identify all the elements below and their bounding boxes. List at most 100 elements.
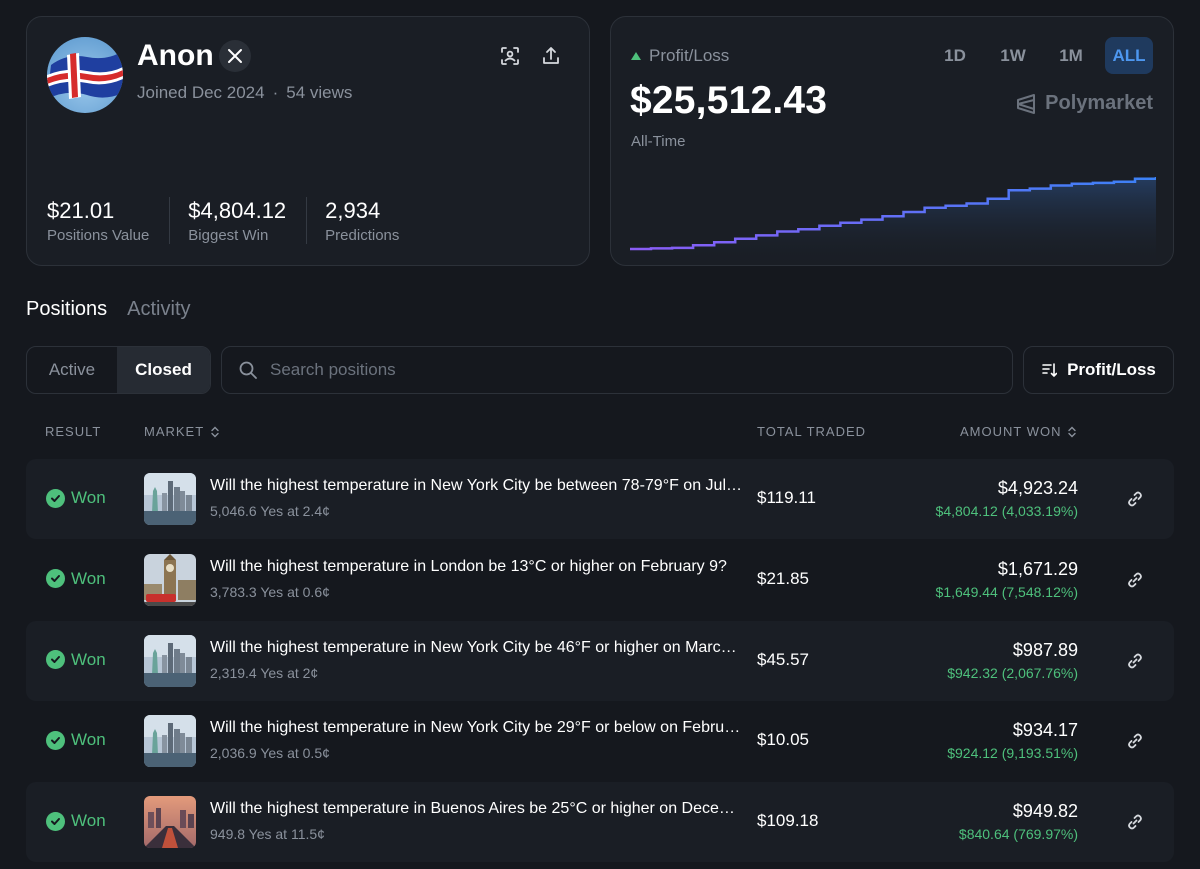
x-profile-button[interactable] bbox=[219, 40, 251, 72]
profit-detail: $942.32 (2,067.76%) bbox=[947, 664, 1078, 681]
profit-detail: $1,649.44 (7,548.12%) bbox=[935, 583, 1078, 600]
filter-closed[interactable]: Closed bbox=[117, 347, 210, 393]
status-filter: Active Closed bbox=[26, 346, 211, 394]
pnl-line bbox=[630, 177, 1156, 251]
market-title[interactable]: Will the highest temperature in New York… bbox=[210, 719, 744, 737]
header-market-text: MARKET bbox=[144, 424, 205, 439]
stat-predictions: 2,934 Predictions bbox=[325, 197, 419, 244]
sort-button[interactable]: Profit/Loss bbox=[1023, 346, 1174, 394]
range-tab-all[interactable]: ALL bbox=[1105, 37, 1153, 74]
table-row[interactable]: Won Will the highest temperature in Buen… bbox=[26, 782, 1174, 862]
joined-date: Joined Dec 2024 bbox=[137, 83, 265, 102]
range-tab-1d[interactable]: 1D bbox=[944, 45, 966, 65]
header-amount-won-text: AMOUNT WON bbox=[960, 424, 1062, 439]
market-title[interactable]: Will the highest temperature in Buenos A… bbox=[210, 800, 744, 817]
profile-card: Anon Joined Dec 2024 · 54 views $21.01 Pos… bbox=[26, 16, 590, 266]
profile-meta: Joined Dec 2024 · 54 views bbox=[137, 83, 352, 103]
link-button[interactable] bbox=[1125, 812, 1145, 832]
up-arrow-icon bbox=[631, 52, 641, 60]
meta-separator: · bbox=[272, 83, 279, 102]
search-icon bbox=[239, 361, 257, 379]
market-thumbnail-ba[interactable] bbox=[144, 796, 196, 848]
total-traded: $10.05 bbox=[757, 730, 809, 750]
check-circle-icon bbox=[46, 569, 65, 589]
amount-won: $949.82 bbox=[1012, 801, 1078, 821]
market-position: 949.8 Yes at 11.5¢ bbox=[210, 826, 325, 842]
profile-stats: $21.01 Positions Value $4,804.12 Biggest… bbox=[47, 197, 437, 244]
result-text: Won bbox=[71, 488, 106, 507]
positions-table: Won Will the highest temperature in New … bbox=[26, 459, 1174, 863]
sort-label: Profit/Loss bbox=[1067, 360, 1156, 379]
check-circle-icon bbox=[46, 811, 65, 831]
check-circle-icon bbox=[46, 730, 65, 750]
polymarket-logo-icon bbox=[1017, 93, 1036, 114]
market-position: 2,036.9 Yes at 0.5¢ bbox=[210, 745, 330, 762]
link-button[interactable] bbox=[1125, 489, 1145, 509]
search-box bbox=[221, 346, 1013, 394]
market-title[interactable]: Will the highest temperature in London b… bbox=[210, 557, 727, 575]
table-row[interactable]: Won Will the highest temperature in Lond… bbox=[26, 540, 1174, 620]
pnl-label: Profit/Loss bbox=[631, 46, 729, 66]
market-thumbnail-london[interactable] bbox=[144, 553, 196, 606]
share-button[interactable] bbox=[538, 43, 564, 69]
scan-button[interactable] bbox=[497, 43, 523, 69]
pnl-label-text: Profit/Loss bbox=[649, 46, 730, 65]
range-tab-1m[interactable]: 1M bbox=[1059, 45, 1083, 65]
check-circle-icon bbox=[46, 650, 65, 669]
header-result-text: RESULT bbox=[45, 424, 102, 439]
stat-biggest-win: $4,804.12 Biggest Win bbox=[188, 197, 308, 244]
tab-positions[interactable]: Positions bbox=[26, 298, 108, 320]
total-traded: $109.18 bbox=[757, 811, 819, 830]
range-tab-1w[interactable]: 1W bbox=[1000, 45, 1026, 65]
header-result: RESULT bbox=[45, 424, 101, 439]
check-circle-icon bbox=[46, 488, 65, 508]
pnl-card: Profit/Loss $25,512.43 All-Time 1D 1W 1M… bbox=[610, 16, 1174, 266]
market-thumbnail-nyc[interactable] bbox=[144, 473, 196, 525]
total-traded: $45.57 bbox=[757, 649, 809, 669]
amount-won: $1,671.29 bbox=[997, 558, 1078, 579]
link-icon bbox=[1128, 814, 1142, 830]
polymarket-brand: Polymarket bbox=[1015, 92, 1153, 115]
table-row[interactable]: Won Will the highest temperature in New … bbox=[26, 620, 1174, 701]
market-position: 3,783.3 Yes at 0.6¢ bbox=[210, 583, 330, 600]
header-amount-won[interactable]: AMOUNT WON bbox=[960, 424, 1077, 439]
profit-detail: $4,804.12 (4,033.19%) bbox=[935, 503, 1078, 519]
pnl-value: $25,512.43 bbox=[630, 79, 828, 122]
search-input[interactable] bbox=[270, 360, 970, 380]
market-thumbnail-nyc[interactable] bbox=[144, 634, 196, 687]
result-badge: Won bbox=[46, 811, 106, 831]
market-thumbnail-nyc[interactable] bbox=[144, 715, 196, 768]
tab-activity[interactable]: Activity bbox=[127, 298, 191, 320]
range-tabs: 1D 1W 1M ALL bbox=[931, 37, 1153, 74]
profile-name: Anon bbox=[137, 39, 214, 72]
main-tabs: Positions Activity bbox=[26, 298, 191, 321]
result-text: Won bbox=[71, 568, 106, 588]
share-icon bbox=[543, 47, 559, 64]
link-button[interactable] bbox=[1125, 731, 1145, 751]
avatar bbox=[47, 37, 123, 113]
header-total-traded: TOTAL TRADED bbox=[757, 424, 866, 439]
link-button[interactable] bbox=[1125, 651, 1145, 671]
result-text: Won bbox=[71, 730, 106, 750]
result-badge: Won bbox=[46, 650, 106, 670]
link-icon bbox=[1128, 491, 1142, 507]
link-icon bbox=[1128, 572, 1142, 588]
table-row[interactable]: Won Will the highest temperature in New … bbox=[26, 459, 1174, 539]
stat-value: $4,804.12 bbox=[188, 198, 287, 223]
link-button[interactable] bbox=[1125, 570, 1145, 590]
result-text: Won bbox=[71, 649, 106, 669]
filter-active[interactable]: Active bbox=[48, 360, 96, 379]
pnl-area bbox=[630, 177, 1156, 265]
total-traded: $119.11 bbox=[757, 488, 816, 507]
stat-value: $21.01 bbox=[47, 198, 115, 223]
result-badge: Won bbox=[46, 488, 106, 508]
table-row[interactable]: Won Will the highest temperature in New … bbox=[26, 701, 1174, 781]
result-text: Won bbox=[71, 811, 106, 830]
stat-label: Predictions bbox=[325, 227, 400, 244]
market-title[interactable]: Will the highest temperature in New York… bbox=[210, 477, 744, 494]
header-market[interactable]: MARKET bbox=[144, 424, 220, 439]
stat-value: 2,934 bbox=[325, 198, 381, 223]
x-logo-icon bbox=[228, 49, 242, 63]
sort-icon bbox=[1042, 363, 1058, 378]
market-title[interactable]: Will the highest temperature in New York… bbox=[210, 638, 744, 656]
